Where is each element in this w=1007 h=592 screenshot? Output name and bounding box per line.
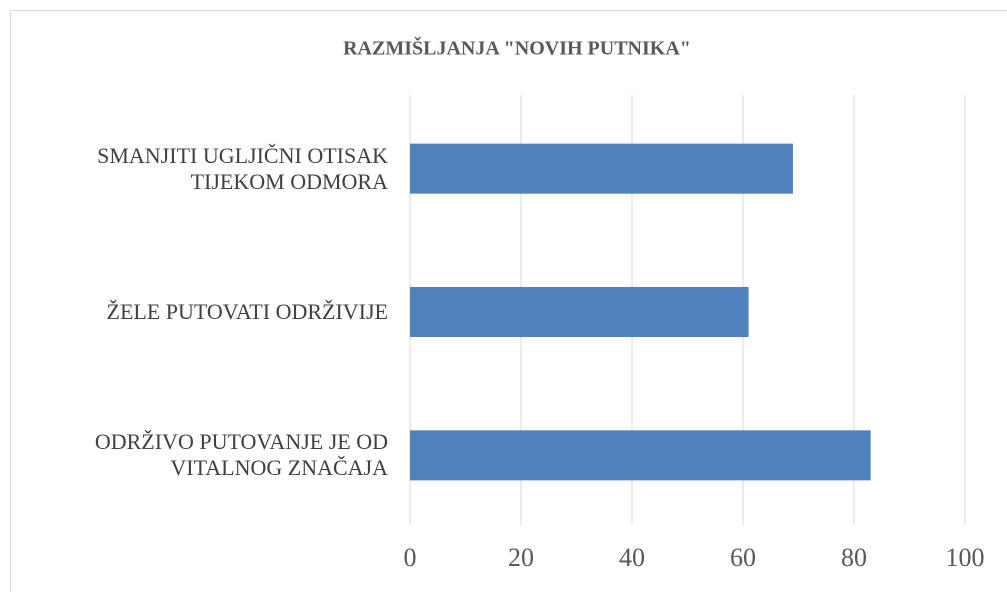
bar <box>410 430 871 481</box>
x-tick-label: 40 <box>619 543 645 572</box>
y-tick-label: ODRŽIVO PUTOVANJE JE OD VITALNOG ZNAČAJA <box>94 429 388 481</box>
x-tick-label: 60 <box>730 543 756 572</box>
x-tick-label: 100 <box>946 543 985 572</box>
chart-title: RAZMIŠLJANJA "NOVIH PUTNIKA" <box>343 36 691 60</box>
x-tick-label: 80 <box>841 543 867 572</box>
bar <box>410 143 793 194</box>
y-tick-label: SMANJITI UGLJIČNI OTISAK TIJEKOM ODMORA <box>97 142 388 194</box>
x-tick-label: 0 <box>404 543 417 572</box>
x-tick-label: 20 <box>508 543 534 572</box>
bar <box>410 287 749 337</box>
y-tick-label: ŽELE PUTOVATI ODRŽIVIJE <box>106 299 389 324</box>
